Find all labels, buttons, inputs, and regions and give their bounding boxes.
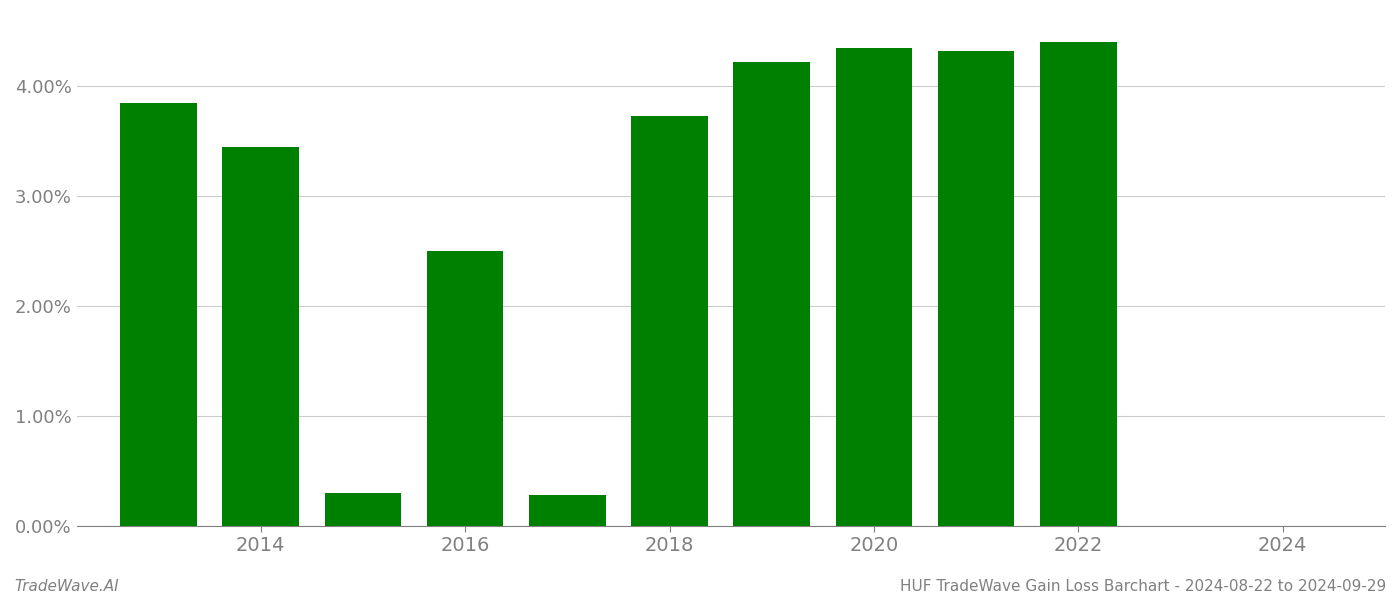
Bar <box>1040 43 1117 526</box>
Bar <box>734 62 811 526</box>
Bar <box>631 116 708 526</box>
Text: TradeWave.AI: TradeWave.AI <box>14 579 119 594</box>
Bar <box>836 48 913 526</box>
Text: HUF TradeWave Gain Loss Barchart - 2024-08-22 to 2024-09-29: HUF TradeWave Gain Loss Barchart - 2024-… <box>900 579 1386 594</box>
Bar <box>938 51 1015 526</box>
Bar <box>223 147 300 526</box>
Bar <box>325 493 402 526</box>
Bar <box>120 103 197 526</box>
Bar <box>427 251 504 526</box>
Bar <box>529 495 606 526</box>
